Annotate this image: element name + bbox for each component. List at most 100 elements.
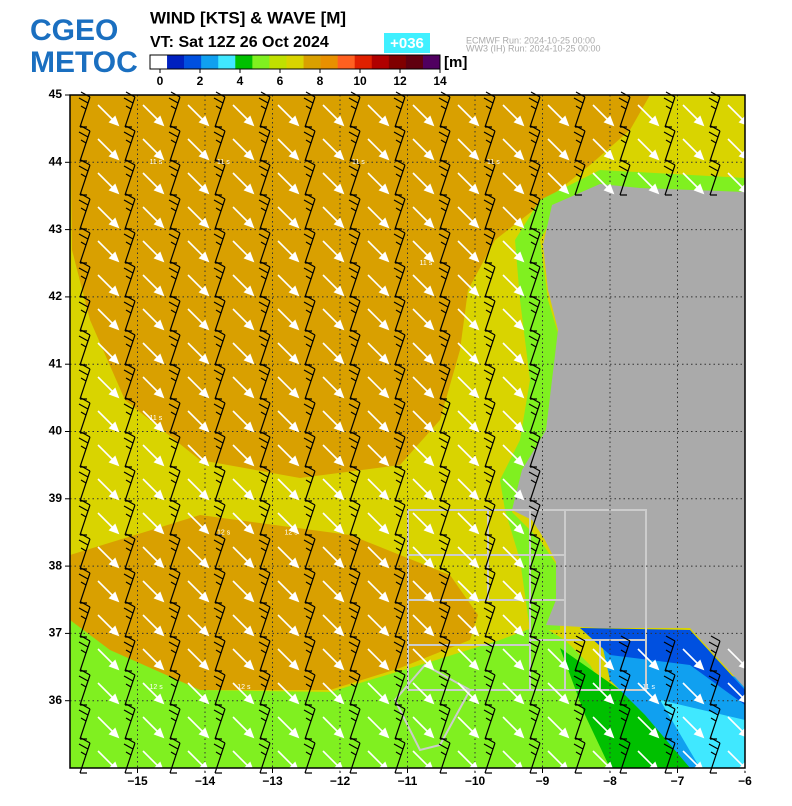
wind-barb-shape <box>708 669 721 706</box>
wind-barb <box>258 261 271 298</box>
wind-arrow <box>637 716 660 739</box>
wind-barb-shape <box>393 601 406 638</box>
wind-barb-shape <box>483 601 496 638</box>
wind-barb <box>528 465 541 502</box>
wind-arrow <box>457 750 480 773</box>
wind-barb-shape <box>528 431 541 468</box>
wind-arrow <box>142 240 165 263</box>
wind-arrow-head <box>378 625 390 637</box>
wind-barb-shape <box>213 431 226 468</box>
wind-arrow <box>277 546 300 569</box>
wind-arrow-head <box>423 455 435 467</box>
wind-barb-shape <box>168 737 181 774</box>
wind-arrow-head <box>378 319 390 331</box>
wind-arrow <box>502 138 525 161</box>
wind-barb <box>528 397 541 434</box>
wind-arrow-head <box>333 727 345 739</box>
wind-arrow <box>187 546 210 569</box>
wind-arrow-head <box>423 523 435 535</box>
wind-arrow-head <box>378 421 390 433</box>
wind-arrow-head <box>378 489 390 501</box>
wind-barb <box>483 499 496 536</box>
wind-barb <box>258 363 271 400</box>
wind-barb-shape <box>213 193 226 230</box>
wind-arrow-head <box>153 353 165 365</box>
wind-barb <box>168 295 181 332</box>
wind-arrow-head <box>288 319 300 331</box>
y-tick-label: 39 <box>49 491 63 505</box>
field <box>500 170 745 630</box>
wind-barb <box>348 703 361 740</box>
wind-arrow <box>412 682 435 705</box>
wind-arrow <box>457 512 480 535</box>
wind-barb <box>303 193 316 230</box>
wind-arrow-head <box>198 115 210 127</box>
wind-arrow <box>502 648 525 671</box>
wind-barb-shape <box>483 635 496 672</box>
wind-barb-shape <box>438 159 451 196</box>
wind-arrow <box>457 682 480 705</box>
wind-arrow <box>97 172 120 195</box>
wind-barb <box>78 703 91 740</box>
wind-arrow-head <box>738 693 750 705</box>
wind-barb-shape <box>78 295 91 332</box>
wind-barb-shape <box>708 635 721 672</box>
wind-barb <box>438 227 451 264</box>
wind-arrow <box>187 614 210 637</box>
colorbar-swatch <box>150 55 168 69</box>
wind-arrow-head <box>468 149 480 161</box>
wind-barb-shape <box>168 567 181 604</box>
wind-arrow-head <box>243 319 255 331</box>
wind-barb-shape <box>393 737 406 774</box>
wind-barb-shape <box>78 431 91 468</box>
wind-arrow <box>367 716 390 739</box>
wind-barb <box>213 635 226 672</box>
wind-barb-shape <box>528 703 541 740</box>
wind-arrow <box>142 750 165 773</box>
wind-barb-shape <box>78 635 91 672</box>
wind-arrow <box>412 648 435 671</box>
wind-barb-shape <box>78 703 91 740</box>
wind-barb-shape <box>663 737 676 774</box>
wind-barb-shape <box>213 125 226 162</box>
wind-arrow-head <box>243 761 255 773</box>
wind-barb-shape <box>168 465 181 502</box>
wind-arrow <box>97 308 120 331</box>
colorbar-tick-label: 10 <box>353 74 367 88</box>
wind-barb <box>528 363 541 400</box>
wind-arrow-head <box>693 693 705 705</box>
wind-arrow <box>232 104 255 127</box>
wind-arrow-head <box>288 591 300 603</box>
wind-barb <box>483 363 496 400</box>
wind-arrow <box>412 580 435 603</box>
wind-barb <box>708 703 721 740</box>
wind-arrow-head <box>693 149 705 161</box>
wind-barb <box>348 261 361 298</box>
wind-barb <box>168 499 181 536</box>
wind-arrow-head <box>468 557 480 569</box>
wind-arrow-head <box>108 761 120 773</box>
wind-arrow-head <box>243 625 255 637</box>
wind-barb-shape <box>528 499 541 536</box>
y-tick-label: 43 <box>49 222 63 236</box>
wind-arrow <box>232 614 255 637</box>
wind-arrow <box>277 274 300 297</box>
wind-arrow-head <box>423 591 435 603</box>
colorbar-tick-label: 4 <box>237 74 244 88</box>
wind-barb-shape <box>123 193 136 230</box>
wind-arrow <box>367 580 390 603</box>
wind-arrow <box>97 614 120 637</box>
wind-barb-shape <box>123 499 136 536</box>
wind-arrow-head <box>468 659 480 671</box>
wind-barb <box>123 703 136 740</box>
wind-arrow-head <box>153 149 165 161</box>
wind-arrow-head <box>108 489 120 501</box>
wind-barb-shape <box>213 397 226 434</box>
wind-arrow-head <box>198 319 210 331</box>
wind-arrow-head <box>198 659 210 671</box>
wind-arrow <box>367 104 390 127</box>
wind-arrow-head <box>468 421 480 433</box>
wind-barb <box>213 397 226 434</box>
wind-arrow <box>277 580 300 603</box>
